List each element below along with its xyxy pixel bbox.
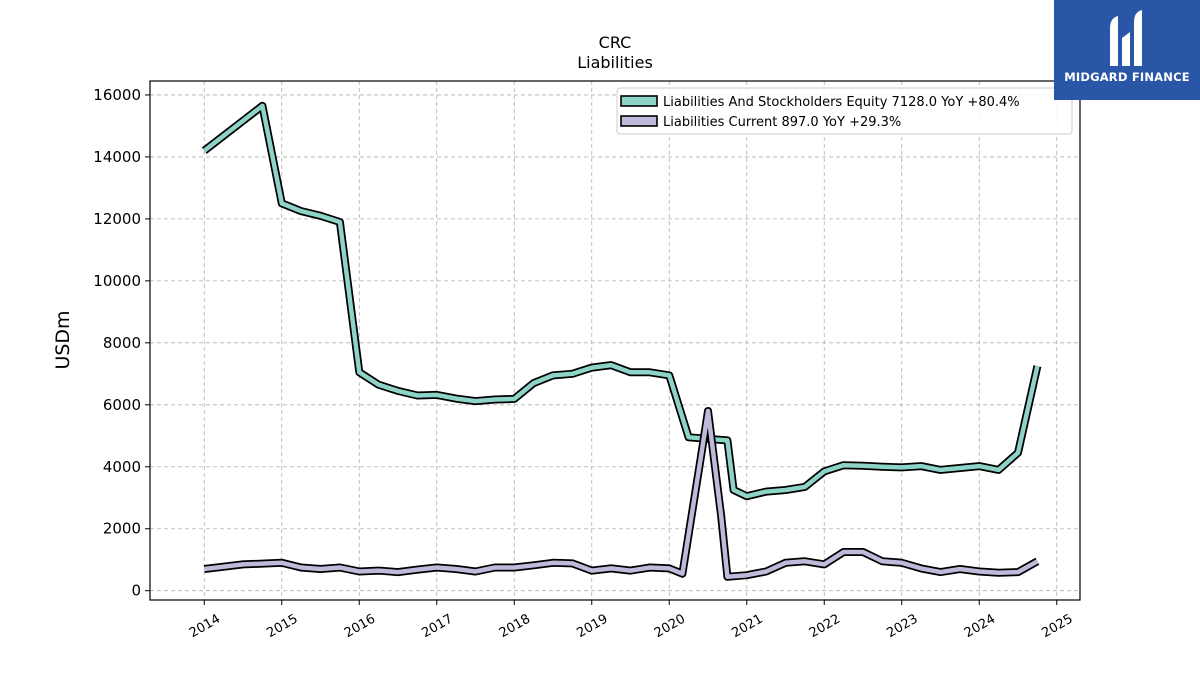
series-1-line xyxy=(204,408,1039,580)
legend-entry: Liabilities And Stockholders Equity 7128… xyxy=(663,95,1020,110)
brand-logo-icon xyxy=(1110,10,1142,66)
y-tick-label: 12000 xyxy=(93,210,141,228)
legend-entry: Liabilities Current 897.0 YoY +29.3% xyxy=(663,115,901,130)
plot-frame xyxy=(149,80,1081,601)
y-tick-label: 2000 xyxy=(103,520,141,538)
chart-title: CRC xyxy=(599,33,632,52)
y-tick-label: 4000 xyxy=(103,458,141,476)
y-tick-label: 6000 xyxy=(103,396,141,414)
grid-lines xyxy=(150,81,1080,600)
brand-logo-text: MIDGARD FINANCE xyxy=(1064,70,1190,84)
y-tick-label: 10000 xyxy=(93,272,141,290)
legend-swatch xyxy=(620,95,658,107)
y-axis: 0 2000 4000 6000 8000 10000 12000 14000 16000 xyxy=(93,86,150,600)
y-tick-label: 8000 xyxy=(103,334,141,352)
legend-box xyxy=(616,87,1073,135)
y-tick-label: 0 xyxy=(131,582,141,600)
y-tick-label: 16000 xyxy=(93,86,141,104)
brand-logo: MIDGARD FINANCE xyxy=(1054,0,1200,100)
chart-subtitle: Liabilities xyxy=(577,53,653,72)
legend-swatch xyxy=(620,115,658,127)
y-tick-label: 14000 xyxy=(93,148,141,166)
series-layer xyxy=(201,101,1042,581)
series-0-line xyxy=(202,103,1040,499)
legend: Liabilities And Stockholders Equity 7128… xyxy=(616,87,1073,135)
y-axis-label: USDm xyxy=(52,310,74,369)
